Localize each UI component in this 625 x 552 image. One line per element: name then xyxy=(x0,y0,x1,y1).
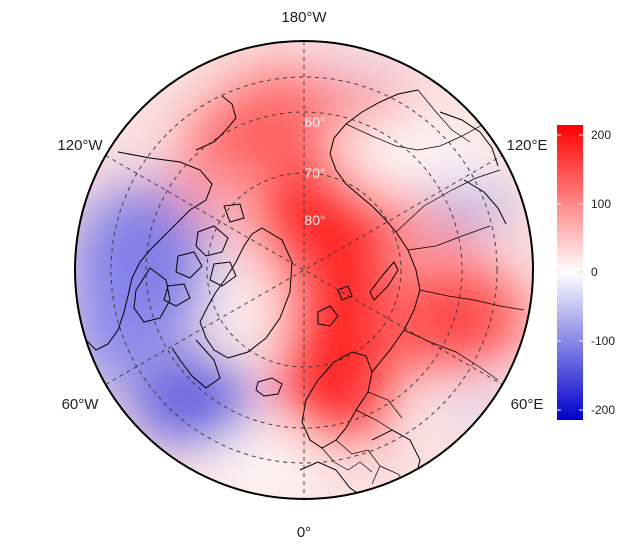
latitude-circle-60 xyxy=(110,76,498,464)
asia-borders xyxy=(345,89,525,381)
lon-label-upper-right: 120°E xyxy=(506,137,547,154)
colorbar-tick-label: 200 xyxy=(591,128,611,142)
iceland-coast xyxy=(255,377,283,397)
graticule xyxy=(105,41,503,499)
europe-borders xyxy=(321,391,411,491)
lon-label-lower-left: 60°W xyxy=(62,396,100,413)
archipelago-coast xyxy=(163,203,245,307)
map-boundary xyxy=(74,40,534,500)
north-america-coast xyxy=(85,151,213,351)
colorbar-tick-label: -200 xyxy=(591,403,615,417)
lon-label-upper-left: 120°W xyxy=(57,137,103,154)
alaska-coast xyxy=(195,95,237,151)
far-east-coast xyxy=(439,111,507,225)
lat-label-60: 60° xyxy=(304,114,325,130)
russia-coast xyxy=(329,89,421,373)
lon-label-top: 180°W xyxy=(281,9,327,26)
colorbar-tick-label: 100 xyxy=(591,197,611,211)
colorbar: 200 100 0 -100 -200 xyxy=(557,125,615,420)
lat-label-80: 80° xyxy=(304,212,325,228)
colorbar-tick-label: 0 xyxy=(591,265,598,279)
hudson-bay-coast xyxy=(133,267,171,323)
labrador-coast xyxy=(171,339,221,389)
lon-label-bottom: 0° xyxy=(297,524,311,541)
scandinavia-coast xyxy=(301,351,373,449)
anomaly-field xyxy=(75,41,533,499)
colorbar-tick-label: -100 xyxy=(591,334,615,348)
colorbar-gradient xyxy=(557,125,583,420)
svalbard-coast xyxy=(317,285,353,327)
lat-label-70: 70° xyxy=(304,165,325,181)
lon-label-lower-right: 60°E xyxy=(511,396,544,413)
greenland-coast xyxy=(199,227,293,359)
coastlines xyxy=(85,89,525,497)
novaya-zemlya-coast xyxy=(369,261,399,301)
